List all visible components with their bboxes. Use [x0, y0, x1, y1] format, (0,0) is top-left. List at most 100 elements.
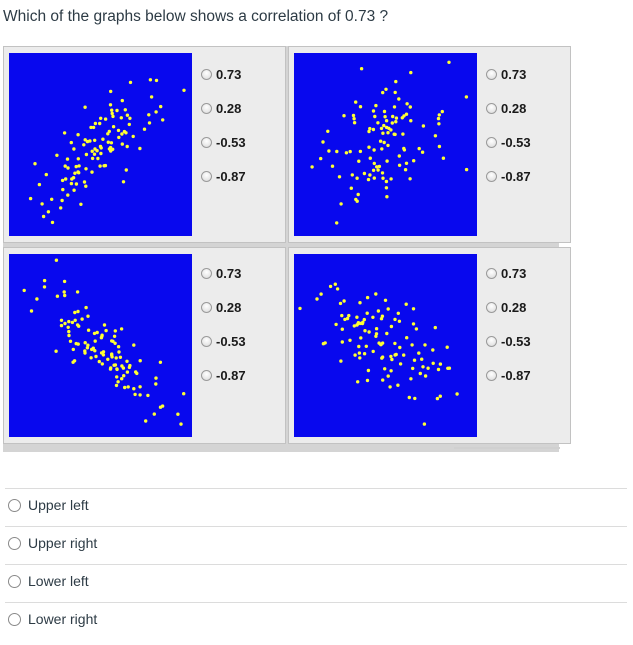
scatter-point [363, 329, 367, 333]
radio-button[interactable] [8, 612, 21, 626]
radio-button[interactable] [201, 301, 212, 313]
scatter-point [381, 176, 385, 180]
plot-option[interactable]: 0.28 [486, 298, 526, 316]
radio-button[interactable] [201, 68, 212, 80]
scatter-point [393, 317, 397, 322]
scatter-point [404, 161, 409, 165]
answer-lower-left[interactable]: Lower left [8, 571, 89, 591]
scatter-point [76, 133, 80, 137]
scatter-point [98, 144, 103, 149]
radio-button[interactable] [486, 369, 497, 381]
scatter-point [41, 214, 46, 219]
radio-button[interactable] [486, 136, 497, 148]
scatter-point [358, 149, 363, 154]
answer-lower-right[interactable]: Lower right [8, 609, 97, 629]
plot-option[interactable]: -0.53 [486, 332, 531, 350]
scatter-point [437, 144, 442, 149]
plot-option[interactable]: 0.73 [486, 65, 526, 83]
plot-option[interactable]: -0.87 [201, 366, 246, 384]
scatter-point [152, 412, 156, 416]
plot-option[interactable]: -0.53 [201, 332, 246, 350]
scatter-point [405, 102, 409, 106]
scatter-point [109, 366, 113, 370]
scatter-point [93, 339, 97, 343]
scatter-point [366, 177, 371, 182]
radio-button[interactable] [486, 267, 497, 279]
scatter-point [55, 153, 59, 157]
radio-button[interactable] [201, 170, 212, 182]
radio-button[interactable] [8, 574, 21, 588]
scatter-point [93, 121, 98, 126]
scatter-point [82, 180, 87, 184]
radio-button[interactable] [201, 102, 212, 114]
scatter-point [310, 165, 314, 169]
answer-upper-right[interactable]: Upper right [8, 533, 97, 553]
plot-option[interactable]: -0.87 [486, 366, 531, 384]
plot-option[interactable]: -0.87 [486, 167, 531, 185]
scatter-point [111, 125, 116, 129]
radio-button[interactable] [201, 369, 212, 381]
plot-option[interactable]: -0.53 [486, 133, 531, 151]
scatter-point [447, 366, 452, 370]
scatter-point [355, 315, 359, 319]
radio-button[interactable] [8, 536, 21, 550]
radio-button[interactable] [486, 301, 497, 313]
scatter-point [120, 364, 124, 368]
scatter-point [91, 346, 96, 350]
scatter-plot-lower-left [9, 254, 192, 437]
radio-button[interactable] [201, 267, 212, 279]
scatter-svg [22, 258, 186, 426]
scatter-point [54, 349, 58, 353]
scatter-point [76, 309, 80, 314]
answer-upper-left[interactable]: Upper left [8, 495, 89, 515]
scatter-point [63, 293, 67, 298]
scatter-point [69, 140, 73, 145]
scatter-point [376, 121, 380, 125]
plot-option[interactable]: 0.28 [486, 99, 526, 117]
scatter-point [441, 156, 446, 160]
radio-button[interactable] [8, 498, 21, 512]
radio-button[interactable] [201, 335, 212, 347]
plot-option[interactable]: 0.28 [201, 298, 241, 316]
scatter-point [59, 318, 64, 322]
radio-button[interactable] [486, 170, 497, 182]
radio-button[interactable] [486, 68, 497, 80]
scatter-point [389, 369, 393, 373]
radio-button[interactable] [486, 335, 497, 347]
scatter-point [385, 331, 389, 336]
scatter-point [85, 139, 90, 144]
radio-button[interactable] [486, 102, 497, 114]
scatter-point [84, 152, 89, 157]
scatter-point [110, 339, 114, 343]
plot-option[interactable]: 0.73 [486, 264, 526, 282]
plot-option[interactable]: 0.73 [201, 65, 241, 83]
plot-option[interactable]: 0.28 [201, 99, 241, 117]
scatter-point [102, 323, 107, 327]
scatter-point [393, 353, 397, 357]
scatter-point [83, 349, 87, 353]
scatter-point [72, 147, 76, 151]
scatter-point [414, 327, 419, 331]
plot-option[interactable]: -0.53 [201, 133, 246, 151]
scatter-point [116, 380, 120, 384]
scatter-point [371, 109, 376, 113]
scatter-point [73, 318, 77, 322]
plot-option[interactable]: -0.87 [201, 167, 246, 185]
scatter-point [75, 290, 80, 294]
scatter-point [377, 164, 382, 169]
scatter-point [420, 150, 425, 154]
scatter-point [352, 117, 356, 121]
scatter-point [388, 385, 392, 389]
scatter-point [397, 163, 402, 167]
scatter-point [158, 360, 163, 364]
plot-option[interactable]: 0.73 [201, 264, 241, 282]
graph-cell-lower-right: 0.73 0.28 -0.53 -0.87 [288, 247, 571, 444]
scatter-point [89, 356, 93, 360]
radio-button[interactable] [201, 136, 212, 148]
scatter-point [126, 385, 130, 389]
scatter-point [382, 109, 387, 114]
scatter-point [368, 126, 372, 131]
scatter-point [342, 299, 346, 303]
scatter-point [114, 383, 119, 388]
scatter-point [122, 129, 127, 134]
